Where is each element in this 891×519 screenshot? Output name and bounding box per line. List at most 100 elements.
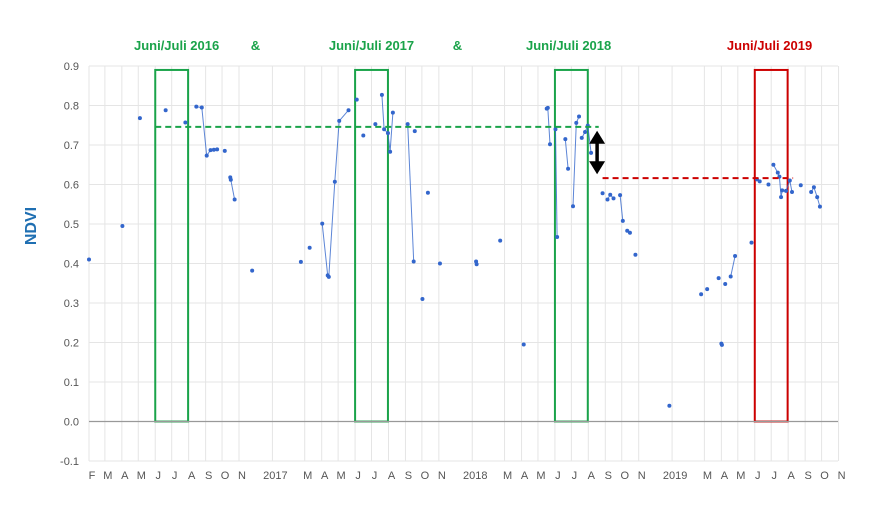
data-point: [790, 190, 795, 195]
data-point: [163, 108, 168, 113]
data-point: [320, 221, 325, 226]
data-point: [618, 193, 623, 198]
x-tick-label: S: [605, 470, 612, 482]
data-point: [571, 204, 576, 209]
x-tick-label: 2017: [263, 470, 287, 482]
data-point: [250, 268, 255, 273]
annotation-boxes: [154, 68, 789, 423]
data-point: [498, 238, 503, 243]
data-point: [307, 245, 312, 250]
x-tick-label: N: [638, 470, 646, 482]
y-tick-label: 0.0: [64, 417, 79, 429]
data-point: [411, 259, 416, 264]
data-point: [749, 240, 754, 245]
data-point: [600, 191, 605, 196]
y-tick-label: 0.9: [64, 61, 79, 73]
data-point: [817, 204, 822, 209]
x-tick-label: A: [388, 470, 396, 482]
series-line-segment: [619, 195, 624, 221]
data-point: [583, 129, 588, 134]
series-line-segment: [555, 129, 558, 238]
data-point: [611, 196, 616, 201]
data-point: [354, 97, 359, 102]
data-point: [228, 177, 233, 182]
data-point: [379, 92, 384, 97]
ndvi-series: [87, 92, 822, 408]
data-point: [437, 261, 442, 266]
data-point: [733, 253, 738, 258]
x-tick-label: O: [421, 470, 430, 482]
x-tick-label: N: [238, 470, 246, 482]
data-point: [771, 162, 776, 167]
data-point: [545, 105, 550, 110]
y-tick-label: 0.6: [64, 180, 79, 192]
x-tick-label: O: [620, 470, 629, 482]
data-point: [361, 133, 366, 138]
data-point: [215, 147, 220, 152]
y-tick-label: 0.7: [64, 140, 79, 152]
data-point: [757, 179, 762, 184]
data-point: [787, 178, 792, 183]
data-point: [548, 142, 553, 147]
data-point: [385, 131, 390, 136]
data-point: [553, 127, 558, 132]
x-tick-label: A: [588, 470, 596, 482]
x-tick-label: N: [438, 470, 446, 482]
data-point: [667, 403, 672, 408]
x-tick-label: S: [804, 470, 811, 482]
x-tick-label: 2018: [463, 470, 487, 482]
x-tick-label: M: [503, 470, 512, 482]
data-point: [555, 235, 560, 240]
series-line-segment: [407, 124, 415, 262]
amp-1: &: [251, 38, 260, 53]
data-point: [811, 185, 816, 190]
label-2019: Juni/Juli 2019: [727, 38, 812, 53]
y-tick-label: 0.8: [64, 101, 79, 113]
label-2018: Juni/Juli 2018: [526, 38, 611, 53]
x-tick-label: J: [555, 470, 561, 482]
x-tick-label: M: [337, 470, 346, 482]
data-point: [211, 147, 216, 152]
data-point: [815, 195, 820, 200]
data-point: [589, 150, 594, 155]
data-point: [566, 166, 571, 171]
x-tick-label: 2019: [663, 470, 687, 482]
y-tick-label: 0.5: [64, 219, 79, 231]
series-line-segment: [730, 255, 736, 277]
x-tick-label: A: [121, 470, 129, 482]
data-point: [346, 108, 351, 113]
y-tick-label: -0.1: [60, 456, 79, 468]
data-point: [405, 122, 410, 127]
x-tick-label: F: [89, 470, 96, 482]
x-tick-label: M: [703, 470, 712, 482]
x-tick-label: A: [521, 470, 529, 482]
series-line-segment: [564, 139, 569, 169]
data-point: [390, 110, 395, 115]
data-point: [627, 230, 632, 235]
arrow-head-down: [589, 161, 606, 175]
x-tick-label: O: [221, 470, 230, 482]
x-tick-label: J: [155, 470, 161, 482]
data-point: [425, 190, 430, 195]
data-point: [204, 153, 209, 158]
data-point: [705, 287, 710, 292]
x-tick-label: M: [137, 470, 146, 482]
data-point: [716, 276, 721, 281]
x-tick-label: J: [172, 470, 178, 482]
y-tick-label: 0.1: [64, 377, 79, 389]
data-point: [577, 114, 582, 119]
x-tick-label: J: [355, 470, 361, 482]
data-point: [194, 104, 199, 109]
data-point: [728, 274, 733, 279]
data-point: [809, 190, 814, 195]
data-point: [779, 195, 784, 200]
data-point: [208, 148, 213, 153]
data-point: [579, 135, 584, 140]
data-point: [382, 127, 387, 132]
x-tick-label: J: [771, 470, 777, 482]
data-point: [608, 192, 613, 197]
y-tick-label: 0.3: [64, 298, 79, 310]
data-point: [137, 116, 142, 121]
data-point: [783, 188, 788, 193]
